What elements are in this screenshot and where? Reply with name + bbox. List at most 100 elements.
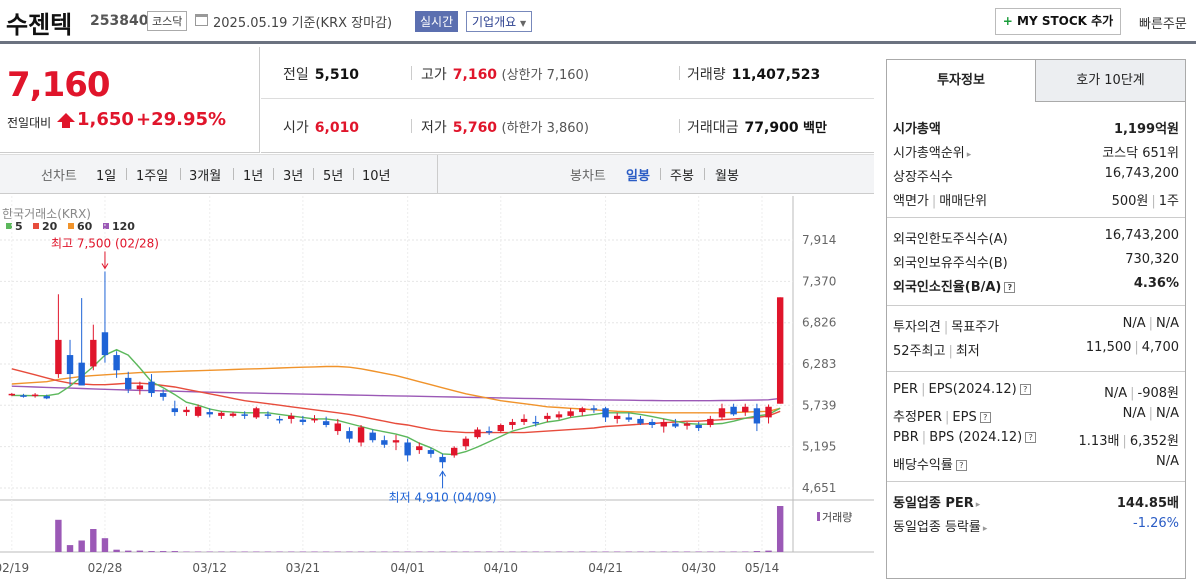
line-chart-label: 선차트 (41, 169, 77, 184)
candle (357, 424, 365, 447)
candle (474, 427, 481, 439)
stat-open: 시가 6,010 (283, 120, 360, 136)
info-row: 동일업종 PER ▸ 144.85배 (893, 490, 1179, 512)
info-key: 배당수익률? (893, 454, 967, 473)
help-icon[interactable]: ? (955, 460, 967, 471)
stat-low: 저가 5,760 (하한가 3,860) (421, 120, 589, 136)
candle (43, 394, 50, 400)
legend-label-20: 20 (42, 220, 58, 233)
invest-tabs: 투자정보 호가 10단계 (887, 60, 1185, 102)
info-row: 액면가 | 매매단위 500원 | 1주 (893, 188, 1179, 210)
period-10y[interactable]: 10년 (362, 169, 391, 184)
info-key: 투자의견 | 목표주가 (893, 320, 1000, 335)
x-tick-label: 04/10 (483, 561, 518, 575)
info-key: 시가총액 (893, 122, 941, 137)
chart-source-label: 한국거래소(KRX) (2, 207, 91, 221)
info-value: 500원 | 1주 (1111, 194, 1179, 209)
volume-bar (125, 550, 132, 552)
candle (206, 408, 213, 418)
volume-bar (753, 551, 761, 552)
invest-info-panel: 투자정보 호가 10단계 시가총액 1,199억원 시가총액순위 ▸ 코스닥 651위 상… (886, 59, 1186, 579)
info-value: 16,743,200 (1104, 166, 1179, 181)
candle (695, 421, 702, 432)
candle (183, 406, 190, 416)
candle-weekly[interactable]: 주봉 (670, 169, 694, 184)
info-row: 외국인보유주식수(B) 730,320 (893, 250, 1179, 272)
candle (753, 403, 761, 432)
help-icon[interactable]: ? (1004, 282, 1016, 293)
candle (264, 411, 272, 419)
candle (334, 418, 341, 435)
info-divider (887, 305, 1185, 306)
help-icon[interactable]: ? (979, 412, 991, 423)
chevron-down-icon: ▼ (520, 19, 527, 28)
candle (113, 351, 120, 378)
info-key: 외국인보유주식수(B) (893, 256, 1008, 271)
candle (672, 418, 679, 429)
volume-bar (765, 550, 772, 552)
y-tick-label: 7,914 (802, 233, 836, 247)
candle (730, 403, 737, 416)
info-key: 상장주식수 (893, 170, 953, 185)
chevron-right-icon: ▸ (982, 524, 988, 534)
candle-daily[interactable]: 일봉 (626, 169, 650, 184)
candle (20, 393, 27, 398)
candle (241, 411, 248, 419)
info-row: 배당수익률? N/A (893, 452, 1179, 474)
volume-bar (78, 540, 85, 552)
volume-bar (66, 545, 74, 552)
info-value: N/A | N/A (1122, 406, 1179, 421)
period-1y[interactable]: 1년 (243, 169, 264, 184)
calendar-icon (195, 14, 208, 26)
candle (299, 415, 307, 425)
period-1w[interactable]: 1주일 (136, 169, 169, 184)
tab-orderbook[interactable]: 호가 10단계 (1036, 60, 1185, 102)
candle (660, 418, 667, 433)
info-key[interactable]: 동일업종 PER ▸ (893, 496, 981, 511)
x-tick-label: 03/12 (192, 561, 227, 575)
chart-annotations: 최고 7,500 (02/28) 최저 4,910 (04/09) (51, 236, 497, 504)
y-tick-label: 6,283 (802, 357, 836, 371)
info-divider (887, 371, 1185, 372)
legend-swatch-120 (103, 223, 109, 229)
period-5y[interactable]: 5년 (323, 169, 344, 184)
tab-invest-info[interactable]: 투자정보 (887, 60, 1036, 102)
candle (8, 393, 16, 397)
candle (439, 453, 446, 469)
info-key[interactable]: 시가총액순위 ▸ (893, 146, 972, 161)
period-1d[interactable]: 1일 (96, 169, 117, 184)
candle (718, 403, 726, 420)
candle (602, 406, 609, 422)
period-3m[interactable]: 3개월 (189, 169, 222, 184)
corp-info-dropdown[interactable]: 기업개요 ▼ (466, 11, 533, 32)
info-key: 외국인소진율(B/A)? (893, 276, 1016, 295)
price-panel: 7,160 전일대비 1,650 +29.95% (0, 47, 260, 153)
info-row: 상장주식수 16,743,200 (893, 164, 1179, 186)
candle (392, 434, 400, 451)
candle (136, 381, 144, 395)
candle (765, 404, 772, 424)
info-key: PBR | BPS (2024.12)? (893, 430, 1037, 445)
add-mystock-button[interactable]: + MY STOCK 추가 (995, 8, 1121, 35)
legend-swatch-20 (33, 223, 39, 229)
candle-monthly[interactable]: 월봉 (715, 169, 739, 184)
candlestick-chart[interactable]: 한국거래소(KRX) 5 20 60 120 최고 7,500 (02/28) 최저 4… (0, 196, 874, 582)
candles (8, 271, 784, 469)
info-row: 외국인소진율(B/A)? 4.36% (893, 274, 1179, 296)
info-value: N/A | N/A (1122, 316, 1179, 331)
realtime-button[interactable]: 실시간 (415, 11, 459, 32)
candle (322, 416, 330, 428)
legend-swatch-60 (68, 223, 74, 229)
period-3y[interactable]: 3년 (283, 169, 304, 184)
info-key[interactable]: 동일업종 등락률 ▸ (893, 520, 988, 535)
candle (544, 412, 551, 422)
info-row: 52주최고 | 최저 11,500 | 4,700 (893, 338, 1179, 360)
candle (567, 408, 574, 418)
quick-order-link[interactable]: 빠른주문 (1139, 17, 1187, 32)
candle (31, 393, 39, 398)
market-badge: 코스닥 (147, 11, 188, 31)
candle (55, 294, 62, 378)
help-icon[interactable]: ? (1025, 432, 1037, 443)
help-icon[interactable]: ? (1019, 384, 1031, 395)
stock-header: 수젠텍 253840 코스닥 2025.05.19 기준(KRX 장마감) 실시… (0, 0, 1196, 44)
